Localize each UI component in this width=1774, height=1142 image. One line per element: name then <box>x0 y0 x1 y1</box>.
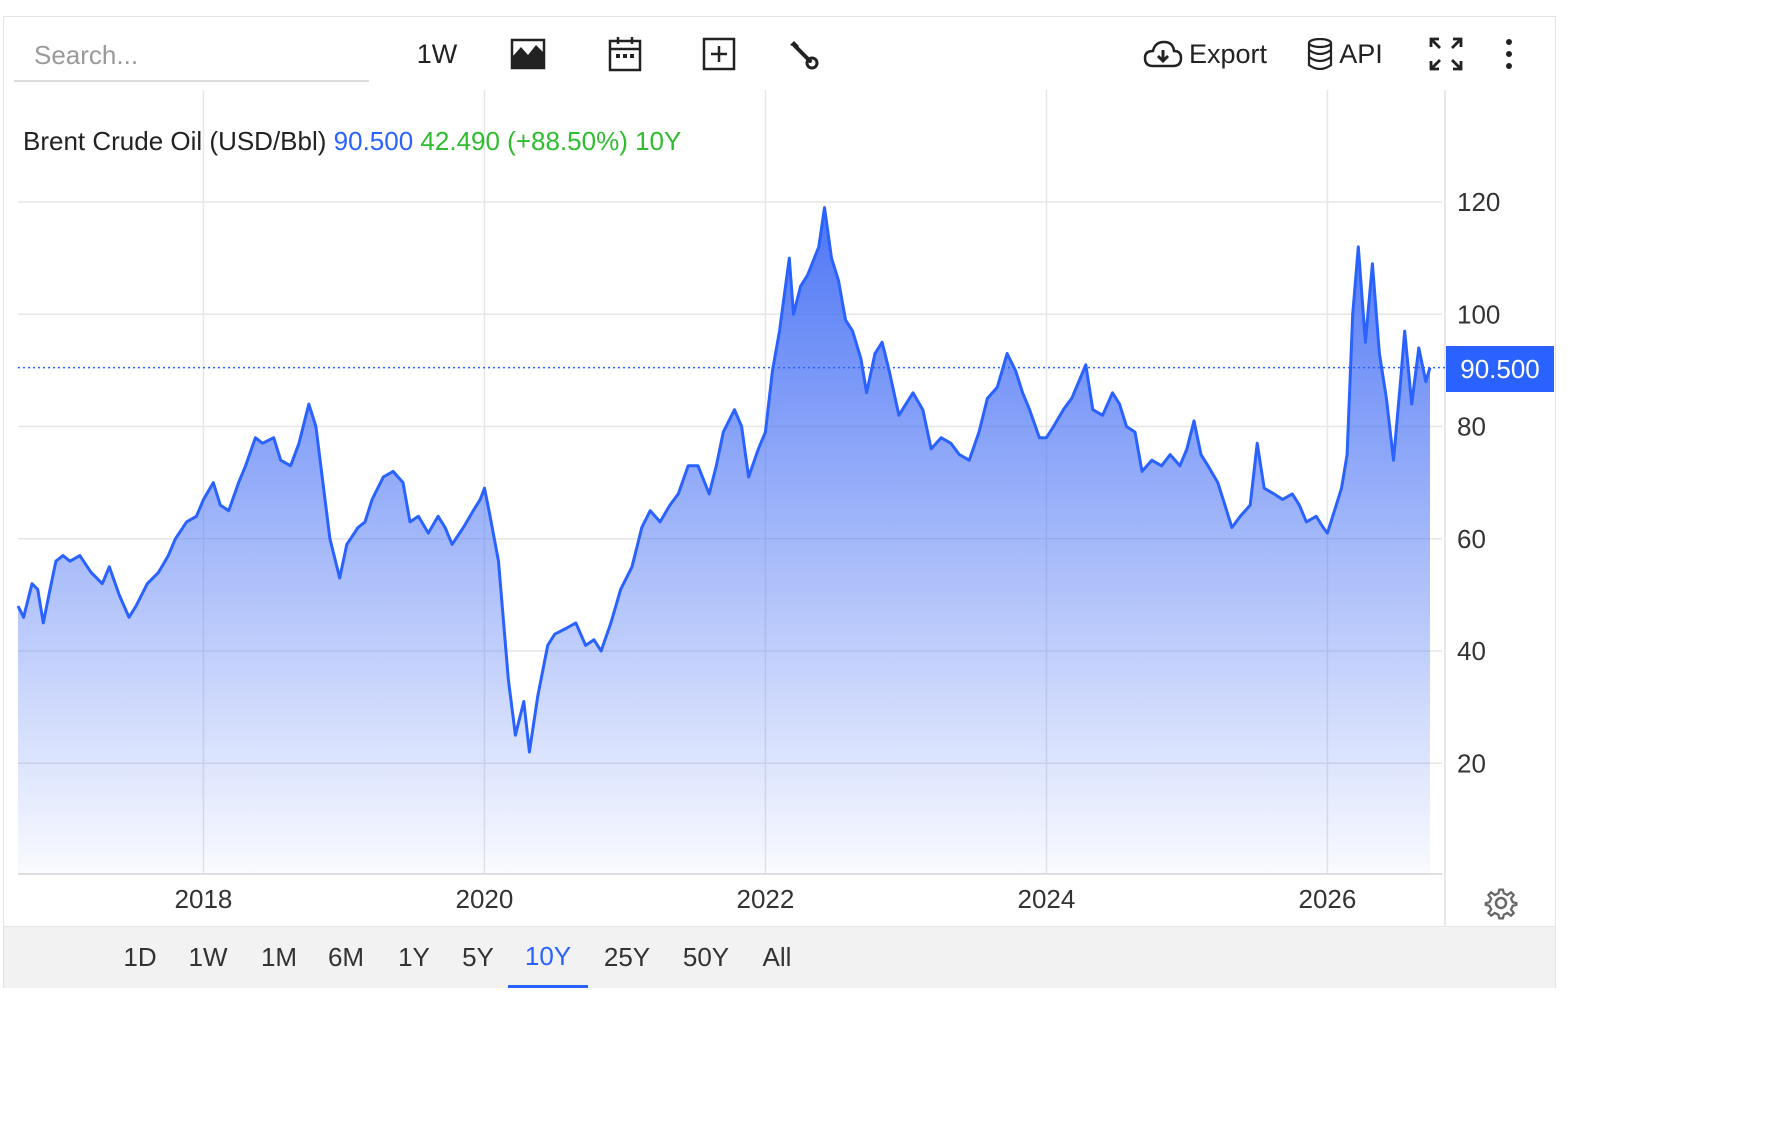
fullscreen-icon <box>1429 37 1463 71</box>
range-button-50y[interactable]: 50Y <box>675 927 737 988</box>
range-label: 6M <box>327 942 365 972</box>
legend-series-name: Brent Crude Oil (USD/Bbl) <box>23 126 327 156</box>
x-axis: 2018 2020 2022 2024 2026 <box>175 884 1357 914</box>
range-button-1w[interactable]: 1W <box>180 927 236 988</box>
y-axis: 20 40 60 80 100 120 <box>1457 187 1500 778</box>
last-price-badge: 90.500 <box>1446 346 1554 392</box>
search-input[interactable] <box>14 26 369 76</box>
price-area-fill <box>18 207 1430 875</box>
price-line <box>16 206 1432 754</box>
calendar-icon <box>608 37 642 72</box>
range-button-1y[interactable]: 1Y <box>386 927 442 988</box>
api-button[interactable]: API <box>1304 30 1386 78</box>
api-label: API <box>1339 38 1383 69</box>
range-button-all[interactable]: All <box>752 927 802 988</box>
range-label: 50Y <box>682 942 730 972</box>
export-label: Export <box>1188 38 1268 69</box>
range-button-6m[interactable]: 6M <box>318 927 374 988</box>
date-range-button[interactable] <box>602 30 648 78</box>
legend-period: 10Y <box>635 126 682 156</box>
x-tick-label: 2026 <box>1299 884 1357 914</box>
range-label: 1D <box>123 942 157 972</box>
add-compare-icon <box>702 37 736 71</box>
fullscreen-button[interactable] <box>1424 30 1468 78</box>
y-tick-label: 60 <box>1457 524 1486 554</box>
range-label: 25Y <box>603 942 651 972</box>
range-selector: 1D 1W 1M 6M 1Y 5Y 10Y 25Y 50Y All <box>4 926 1555 988</box>
export-button[interactable]: Export <box>1140 30 1270 78</box>
range-button-5y[interactable]: 5Y <box>450 927 506 988</box>
settings-tools-button[interactable] <box>780 30 826 78</box>
range-label: 10Y <box>524 940 572 971</box>
range-label: 1Y <box>398 942 430 972</box>
range-button-1m[interactable]: 1M <box>250 927 308 988</box>
range-label: 1W <box>188 942 228 972</box>
range-button-10y[interactable]: 10Y <box>508 927 588 988</box>
kebab-menu-icon <box>1506 39 1512 69</box>
interval-button[interactable]: 1W <box>404 30 470 78</box>
more-options-button[interactable] <box>1494 30 1524 78</box>
range-label: All <box>762 942 792 972</box>
gear-icon[interactable] <box>1484 886 1518 920</box>
y-tick-label: 20 <box>1457 748 1486 778</box>
x-tick-label: 2024 <box>1018 884 1076 914</box>
legend-change: 42.490 (+88.50%) <box>420 126 628 156</box>
y-tick-label: 120 <box>1457 187 1500 217</box>
range-button-1d[interactable]: 1D <box>112 927 168 988</box>
range-label: 1M <box>260 942 298 972</box>
range-button-25y[interactable]: 25Y <box>596 927 658 988</box>
legend-last-value: 90.500 <box>333 126 414 156</box>
database-icon <box>1308 38 1333 70</box>
wrench-icon <box>790 41 819 70</box>
x-tick-label: 2022 <box>737 884 795 914</box>
area-chart-icon <box>510 38 546 70</box>
y-tick-label: 40 <box>1457 636 1486 666</box>
cloud-download-icon <box>1143 40 1183 68</box>
compare-button[interactable] <box>696 30 742 78</box>
y-tick-label: 100 <box>1457 299 1500 329</box>
chart-legend: Brent Crude Oil (USD/Bbl) 90.500 42.490 … <box>23 126 681 157</box>
interval-label: 1W <box>416 38 458 69</box>
range-label: 5Y <box>462 942 494 972</box>
x-tick-label: 2020 <box>456 884 514 914</box>
x-tick-label: 2018 <box>175 884 233 914</box>
chart-type-button[interactable] <box>505 30 551 78</box>
search-box <box>14 26 369 82</box>
y-tick-label: 80 <box>1457 412 1486 442</box>
